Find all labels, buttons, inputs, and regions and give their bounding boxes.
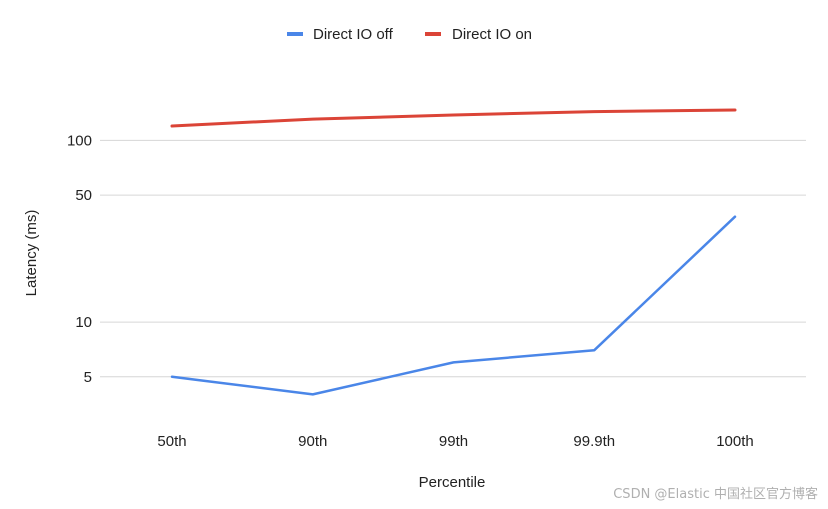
series-line-direct-io-on bbox=[170, 108, 737, 128]
y-tick-label: 100 bbox=[67, 132, 92, 149]
x-tick-label: 90th bbox=[298, 433, 327, 450]
y-tick-label: 5 bbox=[84, 369, 92, 386]
y-tick-label: 10 bbox=[75, 314, 92, 331]
gridlines bbox=[100, 139, 806, 378]
x-tick-label: 99.9th bbox=[573, 433, 615, 450]
watermark: CSDN @Elastic 中国社区官方博客 bbox=[613, 486, 818, 502]
x-tick-label: 100th bbox=[716, 433, 754, 450]
y-axis-title: Latency (ms) bbox=[23, 210, 40, 297]
x-axis-ticks: 50th 90th 99th 99.9th 100th bbox=[157, 433, 753, 450]
y-axis-ticks: 5 10 50 100 bbox=[67, 132, 92, 385]
legend-label-direct-io-on: Direct IO on bbox=[452, 26, 532, 43]
y-tick-label: 50 bbox=[75, 187, 92, 204]
series-line-direct-io-off bbox=[170, 215, 737, 396]
x-tick-label: 99th bbox=[439, 433, 468, 450]
x-axis-title: Percentile bbox=[419, 474, 486, 491]
legend-label-direct-io-off: Direct IO off bbox=[313, 26, 394, 43]
legend: Direct IO off Direct IO on bbox=[287, 26, 532, 43]
x-tick-label: 50th bbox=[157, 433, 186, 450]
series-lines bbox=[170, 108, 737, 396]
